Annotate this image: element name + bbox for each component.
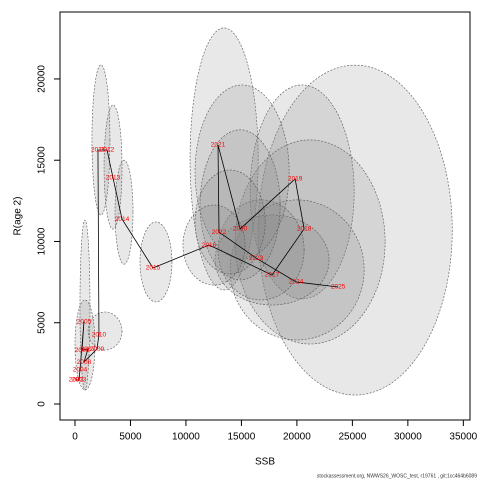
year-label: 2016 (202, 242, 217, 249)
year-label: 2006 (75, 347, 90, 354)
year-label: 2024 (289, 279, 304, 286)
x-tick-label: 25000 (338, 432, 366, 443)
x-tick-label: 30000 (394, 432, 422, 443)
year-label: 2005 (77, 319, 92, 326)
footer: stockassessment.org, NWWS26_WOSC_test, r… (317, 473, 477, 479)
year-label: 2008 (77, 359, 92, 366)
year-label: 2007 (81, 346, 96, 353)
confidence-ellipse (91, 64, 111, 216)
year-label: 2002 (69, 377, 84, 384)
confidence-ellipse (114, 159, 134, 265)
year-label: 2010 (92, 332, 107, 339)
y-tick-label: 10000 (37, 227, 48, 255)
y-tick-label: 15000 (37, 146, 48, 174)
year-label: 2004 (73, 367, 88, 374)
year-label: 2003 (72, 377, 87, 384)
year-label: 2021 (211, 142, 226, 149)
y-tick-label: 0 (37, 401, 48, 407)
x-axis-label: SSB (255, 457, 275, 468)
plot-box (59, 11, 471, 421)
trajectory-line (75, 144, 339, 381)
year-label: 2015 (146, 265, 161, 272)
year-label: 2023 (249, 255, 264, 262)
x-tick-label: 5000 (119, 432, 142, 443)
x-tick-label: 10000 (172, 432, 200, 443)
confidence-ellipse (229, 199, 365, 341)
confidence-ellipse (249, 84, 355, 300)
y-axis-label: R(age 2) (13, 197, 24, 236)
x-tick-label: 35000 (449, 432, 477, 443)
confidence-ellipse (199, 129, 281, 281)
confidence-ellipse (139, 221, 173, 303)
year-label: 2011 (91, 147, 105, 154)
y-tick-label: 20000 (37, 65, 48, 93)
x-tick-label: 20000 (283, 432, 311, 443)
confidence-ellipse (87, 311, 123, 351)
year-label: 2009 (90, 346, 105, 353)
confidence-ellipse (234, 139, 386, 345)
year-label: 2017 (265, 272, 280, 279)
confidence-ellipse (217, 199, 305, 301)
confidence-ellipse (182, 204, 246, 286)
year-label: 2020 (233, 226, 248, 233)
year-label: 2018 (297, 226, 312, 233)
year-label: 2012 (100, 147, 115, 154)
confidence-ellipse (194, 169, 266, 275)
year-label: 2019 (288, 176, 303, 183)
y-tick-label: 5000 (37, 311, 48, 334)
confidence-ellipse (257, 64, 453, 396)
x-tick-label: 0 (72, 432, 78, 443)
year-label: 2025 (331, 284, 346, 291)
year-label: 2022 (212, 229, 227, 236)
confidence-ellipse (189, 27, 259, 291)
year-label: 2014 (115, 216, 130, 223)
x-tick-label: 15000 (228, 432, 256, 443)
year-label: 2013 (106, 175, 121, 182)
